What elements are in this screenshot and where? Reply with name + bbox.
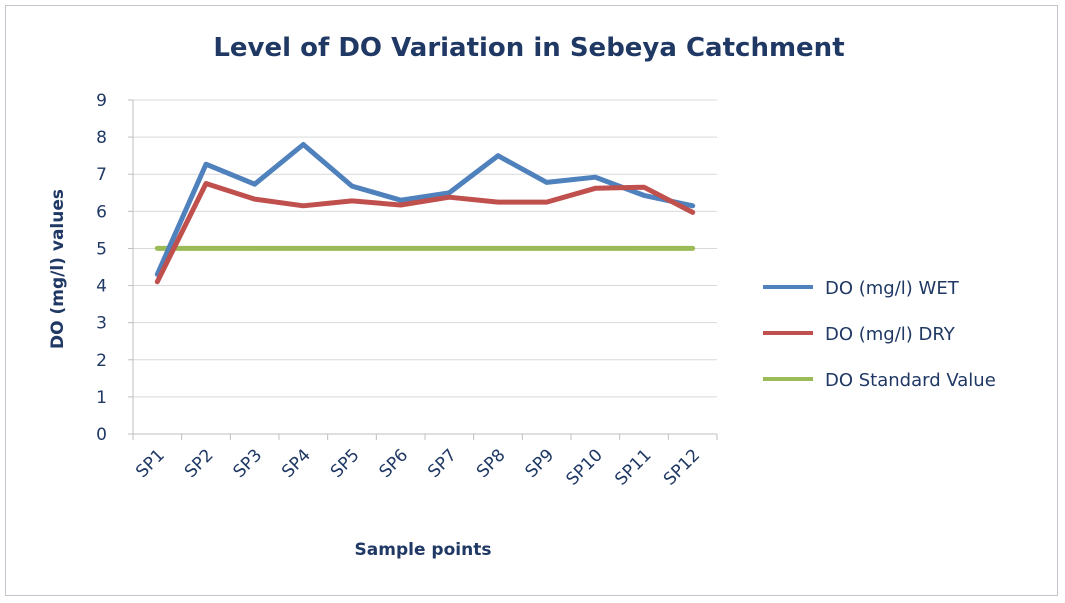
x-tick-label: SP9: [522, 445, 559, 482]
x-tick-label: SP4: [278, 445, 315, 482]
x-tick-labels: SP1 SP2 SP3 SP4 SP5 SP6 SP7 SP8 SP9 SP10 SP11 SP12: [132, 445, 704, 489]
legend-label: DO (mg/l) WET: [825, 278, 960, 299]
series-line: [154, 181, 696, 285]
x-tick-label: SP7: [424, 445, 461, 482]
y-tick-label: 0: [96, 425, 107, 445]
y-tick-label: 7: [96, 165, 107, 185]
chart-title: Level of DO Variation in Sebeya Catchmen…: [213, 33, 844, 63]
y-tick-label: 3: [96, 314, 107, 334]
series-line: [154, 142, 696, 277]
x-tick-label: SP11: [611, 445, 655, 489]
y-tick-label: 6: [96, 202, 107, 222]
y-tick-label: 8: [96, 128, 107, 148]
chart-area: Level of DO Variation in Sebeya Catchmen…: [5, 5, 1058, 596]
x-tick-label: SP1: [132, 445, 169, 482]
y-axis-title: DO (mg/l) values: [48, 189, 68, 349]
x-tick-label: SP2: [181, 445, 218, 482]
x-tick-label: SP8: [473, 445, 510, 482]
x-tick-label: SP10: [563, 445, 607, 489]
axes: [128, 99, 718, 440]
y-tick-label: 9: [96, 91, 107, 111]
y-tick-label: 5: [96, 239, 107, 259]
x-axis-title: Sample points: [355, 540, 492, 560]
legend-label: DO Standard Value: [825, 370, 996, 391]
line-chart: Level of DO Variation in Sebeya Catchmen…: [48, 33, 996, 560]
y-tick-label: 2: [96, 351, 107, 371]
legend: DO (mg/l) WET DO (mg/l) DRY DO Standard Va…: [763, 278, 996, 391]
x-tick-label: SP6: [376, 445, 413, 482]
legend-label: DO (mg/l) DRY: [825, 324, 956, 345]
y-tick-label: 1: [96, 388, 107, 408]
y-tick-labels: 0 1 2 3 4 5 6 7 8 9: [96, 91, 107, 445]
y-tick-label: 4: [96, 277, 107, 297]
series-lines: [154, 142, 696, 285]
x-tick-label: SP3: [230, 445, 267, 482]
x-tick-label: SP12: [660, 445, 704, 489]
x-tick-label: SP5: [327, 445, 364, 482]
